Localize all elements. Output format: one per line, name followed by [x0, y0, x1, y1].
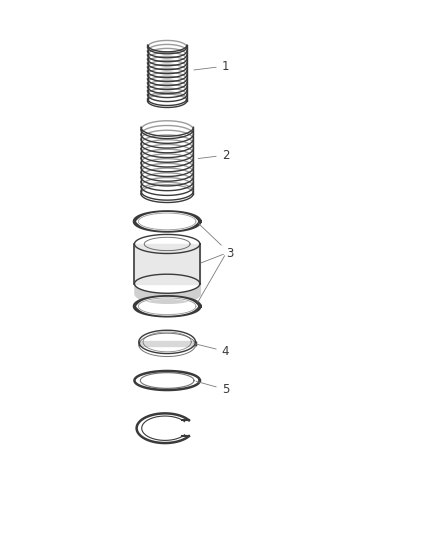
Text: 3: 3: [198, 223, 233, 260]
Text: 4: 4: [194, 344, 229, 358]
Polygon shape: [138, 341, 195, 345]
Text: 5: 5: [195, 381, 229, 396]
Text: 2: 2: [198, 149, 229, 161]
Text: 1: 1: [194, 60, 229, 72]
Polygon shape: [134, 244, 199, 284]
